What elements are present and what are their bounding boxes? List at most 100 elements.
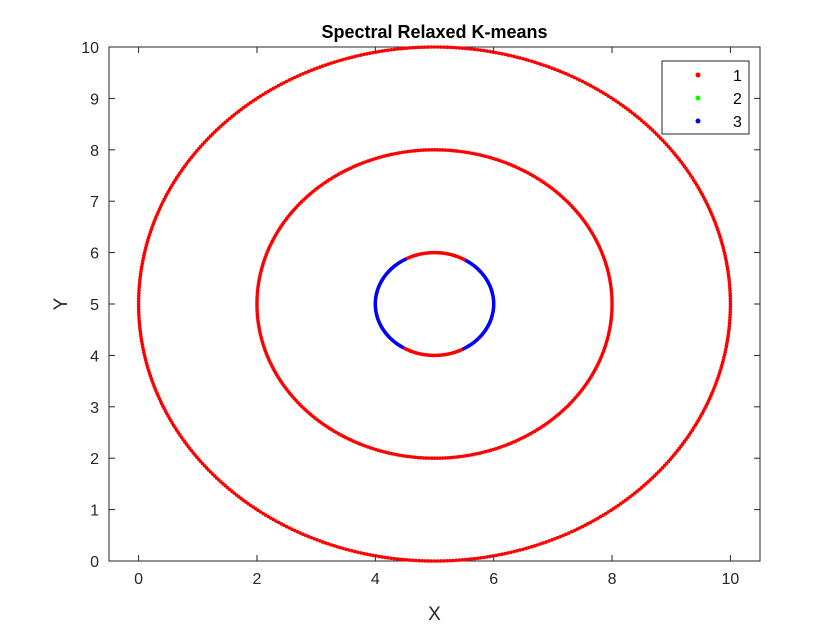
data-point <box>397 151 401 155</box>
data-point <box>137 280 142 285</box>
data-point <box>139 337 144 341</box>
data-point <box>465 150 469 155</box>
data-point <box>359 551 363 555</box>
data-point <box>410 455 415 459</box>
data-point <box>547 65 551 69</box>
data-point <box>420 558 424 563</box>
data-point <box>421 148 426 152</box>
data-point <box>725 337 730 341</box>
data-point <box>312 536 316 541</box>
data-point <box>541 541 546 545</box>
data-point <box>424 456 429 460</box>
data-point <box>136 307 141 312</box>
data-point <box>550 66 554 70</box>
data-point <box>365 552 369 557</box>
data-point <box>426 45 431 49</box>
data-point <box>588 83 593 88</box>
data-point <box>394 452 399 457</box>
data-point <box>440 456 445 460</box>
data-point <box>401 46 406 51</box>
data-point <box>728 288 732 293</box>
data-point <box>386 556 391 560</box>
data-point <box>446 455 450 460</box>
data-point <box>482 48 486 53</box>
data-point <box>512 54 516 59</box>
x-tick-label: 0 <box>134 571 143 588</box>
data-point <box>527 545 531 550</box>
data-point <box>728 304 733 309</box>
data-point <box>395 557 400 561</box>
data-point <box>577 78 582 82</box>
data-point <box>435 456 440 460</box>
data-point <box>380 555 384 559</box>
data-point <box>303 533 308 538</box>
data-point <box>408 454 412 459</box>
data-point <box>451 45 455 50</box>
legend-entry-label: 3 <box>733 114 742 131</box>
y-tick-label: 7 <box>90 194 99 211</box>
data-point <box>362 551 366 556</box>
data-point <box>140 342 145 347</box>
data-point <box>726 334 730 339</box>
data-point <box>469 47 474 51</box>
data-point <box>459 149 464 154</box>
data-point <box>137 318 141 322</box>
data-point <box>432 148 437 152</box>
data-point <box>276 520 281 525</box>
data-point <box>303 70 308 75</box>
data-point <box>318 65 322 69</box>
data-point <box>341 546 345 551</box>
data-point <box>423 559 428 563</box>
data-point <box>470 151 475 156</box>
data-point <box>727 321 732 325</box>
data-point <box>727 283 732 287</box>
data-point <box>515 55 519 59</box>
data-point <box>140 259 145 263</box>
data-point <box>449 455 453 460</box>
data-point <box>279 522 284 526</box>
data-point <box>488 554 492 559</box>
data-point <box>572 75 577 80</box>
data-point <box>451 148 456 153</box>
data-point <box>383 48 387 53</box>
data-point <box>509 53 513 58</box>
data-point <box>404 46 409 50</box>
data-point <box>488 49 492 54</box>
data-point <box>524 57 528 62</box>
data-point <box>438 45 443 49</box>
data-point <box>475 556 480 561</box>
data-point <box>535 61 540 65</box>
data-point <box>506 551 510 555</box>
data-point <box>320 64 325 68</box>
data-point <box>347 548 351 552</box>
data-point <box>323 63 328 67</box>
data-point <box>491 50 495 54</box>
data-point <box>389 47 394 52</box>
data-point <box>588 520 593 525</box>
data-point <box>475 47 480 52</box>
data-point <box>301 72 305 76</box>
data-point <box>555 68 560 73</box>
data-point <box>136 304 141 309</box>
data-point <box>398 46 403 51</box>
data-point <box>284 79 289 84</box>
data-point <box>530 59 534 64</box>
data-point <box>728 294 733 298</box>
data-point <box>580 524 585 529</box>
data-point <box>521 547 525 552</box>
data-point <box>282 523 286 528</box>
data-point <box>394 151 399 156</box>
data-point <box>429 559 434 563</box>
data-point <box>356 550 360 555</box>
data-point <box>466 46 471 51</box>
data-point <box>368 553 372 557</box>
data-point <box>515 549 519 553</box>
data-point <box>306 534 311 539</box>
data-point <box>413 455 418 460</box>
data-point <box>139 267 144 271</box>
data-point <box>564 72 568 76</box>
data-point <box>472 47 477 52</box>
data-point <box>494 553 498 558</box>
data-point <box>435 45 440 49</box>
